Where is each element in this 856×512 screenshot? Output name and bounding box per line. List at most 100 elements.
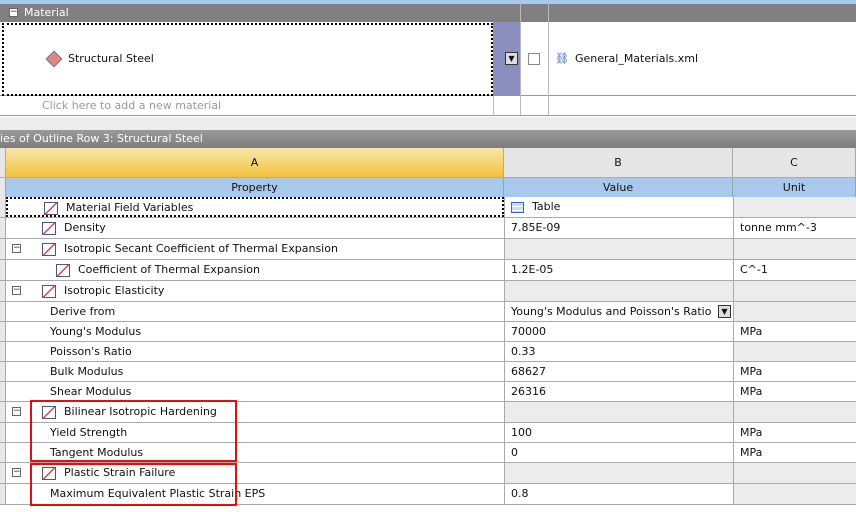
- unit-cell[interactable]: [733, 281, 856, 301]
- material-checkbox[interactable]: [528, 53, 540, 65]
- table-row[interactable]: Density 7.85E-09 tonne mm^-3: [0, 218, 856, 239]
- material-dropdown-button[interactable]: ▼: [505, 52, 518, 65]
- unit-cell[interactable]: MPa: [733, 322, 856, 341]
- gutter: [0, 178, 6, 197]
- property-graph-icon: [42, 405, 56, 419]
- property-cell[interactable]: Shear Modulus: [6, 382, 504, 401]
- value-cell[interactable]: 70000: [504, 322, 733, 341]
- value-cell[interactable]: 0: [504, 443, 733, 462]
- unit-cell[interactable]: MPa: [733, 362, 856, 381]
- property-cell[interactable]: Derive from: [6, 302, 504, 321]
- value-cell[interactable]: 7.85E-09: [504, 218, 733, 238]
- collapse-icon[interactable]: −: [9, 7, 18, 17]
- value-cell[interactable]: Young's Modulus and Poisson's Ratio ▼: [504, 302, 733, 321]
- collapse-icon[interactable]: −: [12, 467, 21, 477]
- unit-cell[interactable]: tonne mm^-3: [733, 218, 856, 238]
- table-row[interactable]: Young's Modulus 70000 MPa: [0, 322, 856, 342]
- property-value: 0.33: [511, 345, 536, 358]
- highlight-box-failure: [30, 463, 237, 506]
- row-gutter: [0, 362, 6, 381]
- unit-cell[interactable]: [733, 302, 856, 321]
- property-cell[interactable]: Bulk Modulus: [6, 362, 504, 381]
- table-row[interactable]: Poisson's Ratio 0.33: [0, 342, 856, 362]
- table-row[interactable]: Material Field Variables Table: [0, 197, 856, 218]
- table-row[interactable]: Tangent Modulus 0 MPa: [0, 443, 856, 463]
- column-header-b[interactable]: B: [504, 148, 733, 178]
- table-row[interactable]: − Plastic Strain Failure: [0, 463, 856, 484]
- value-cell[interactable]: Table: [504, 197, 733, 217]
- unit-cell[interactable]: MPa: [733, 423, 856, 442]
- row-gutter: [0, 342, 6, 361]
- column-header-c[interactable]: C: [733, 148, 856, 178]
- unit-cell[interactable]: [733, 402, 856, 422]
- value-cell[interactable]: 68627: [504, 362, 733, 381]
- table-row[interactable]: Bulk Modulus 68627 MPa: [0, 362, 856, 382]
- property-cell[interactable]: Material Field Variables: [6, 197, 504, 217]
- value-cell[interactable]: 1.2E-05: [504, 260, 733, 280]
- material-name-cell[interactable]: Structural Steel: [2, 23, 493, 96]
- column-header-a[interactable]: A: [6, 148, 504, 178]
- collapse-icon[interactable]: −: [12, 285, 21, 295]
- corner-cell: [0, 148, 6, 178]
- derive-dropdown-button[interactable]: ▼: [718, 305, 731, 318]
- value-cell[interactable]: 26316: [504, 382, 733, 401]
- value-cell[interactable]: [504, 281, 733, 301]
- property-value: 7.85E-09: [511, 221, 561, 234]
- table-row[interactable]: − Isotropic Elasticity: [0, 281, 856, 302]
- property-cell[interactable]: Density: [6, 218, 504, 238]
- unit-cell[interactable]: [733, 463, 856, 483]
- value-cell[interactable]: 0.8: [504, 484, 733, 504]
- property-unit: MPa: [740, 365, 763, 378]
- source-cell[interactable]: ⛓ General_Materials.xml: [555, 51, 698, 67]
- top-strip: [0, 0, 856, 4]
- property-cell[interactable]: − Isotropic Elasticity: [6, 281, 504, 301]
- table-row[interactable]: Yield Strength 100 MPa: [0, 423, 856, 443]
- property-cell[interactable]: Young's Modulus: [6, 322, 504, 341]
- property-graph-icon: [56, 263, 70, 277]
- table-row[interactable]: Shear Modulus 26316 MPa: [0, 382, 856, 402]
- unit-cell[interactable]: [733, 342, 856, 361]
- value-cell[interactable]: [504, 402, 733, 422]
- table-row[interactable]: Derive from Young's Modulus and Poisson'…: [0, 302, 856, 322]
- property-name: Material Field Variables: [66, 201, 194, 214]
- property-name: Plastic Strain Failure: [64, 466, 176, 479]
- property-name: Young's Modulus: [50, 325, 142, 338]
- property-cell[interactable]: − Plastic Strain Failure: [6, 463, 504, 483]
- row-gutter: [0, 197, 6, 217]
- collapse-icon[interactable]: −: [12, 243, 21, 253]
- pane-separator[interactable]: [0, 117, 856, 130]
- property-name: Isotropic Secant Coefficient of Thermal …: [64, 242, 338, 255]
- unit-cell[interactable]: MPa: [733, 382, 856, 401]
- property-cell[interactable]: Poisson's Ratio: [6, 342, 504, 361]
- unit-cell[interactable]: [733, 197, 856, 217]
- value-cell[interactable]: 100: [504, 423, 733, 442]
- material-section-header[interactable]: − Material: [0, 4, 856, 22]
- unit-cell[interactable]: MPa: [733, 443, 856, 462]
- unit-cell[interactable]: [733, 239, 856, 259]
- property-value: 26316: [511, 385, 546, 398]
- property-cell[interactable]: − Isotropic Secant Coefficient of Therma…: [6, 239, 504, 259]
- collapse-icon[interactable]: −: [12, 406, 21, 416]
- property-unit: tonne mm^-3: [740, 221, 817, 234]
- property-cell[interactable]: Coefficient of Thermal Expansion: [6, 260, 504, 280]
- property-graph-icon: [42, 242, 56, 256]
- table-row[interactable]: Maximum Equivalent Plastic Strain EPS 0.…: [0, 484, 856, 505]
- add-material-row[interactable]: Click here to add a new material: [0, 96, 856, 116]
- value-cell[interactable]: [504, 463, 733, 483]
- value-header: Value: [504, 178, 733, 197]
- unit-cell[interactable]: [733, 484, 856, 504]
- property-cell[interactable]: Yield Strength: [6, 423, 504, 442]
- table-row[interactable]: Coefficient of Thermal Expansion 1.2E-05…: [0, 260, 856, 281]
- divider: [520, 0, 521, 116]
- unit-cell[interactable]: C^-1: [733, 260, 856, 280]
- property-cell[interactable]: Maximum Equivalent Plastic Strain EPS: [6, 484, 504, 504]
- property-cell[interactable]: − Bilinear Isotropic Hardening: [6, 402, 504, 422]
- table-row[interactable]: − Bilinear Isotropic Hardening: [0, 402, 856, 423]
- table-row[interactable]: − Isotropic Secant Coefficient of Therma…: [0, 239, 856, 260]
- row-gutter: [0, 484, 6, 504]
- value-cell[interactable]: [504, 239, 733, 259]
- add-material-prompt[interactable]: Click here to add a new material: [42, 99, 222, 112]
- value-cell[interactable]: 0.33: [504, 342, 733, 361]
- property-name: Coefficient of Thermal Expansion: [78, 263, 261, 276]
- property-cell[interactable]: Tangent Modulus: [6, 443, 504, 462]
